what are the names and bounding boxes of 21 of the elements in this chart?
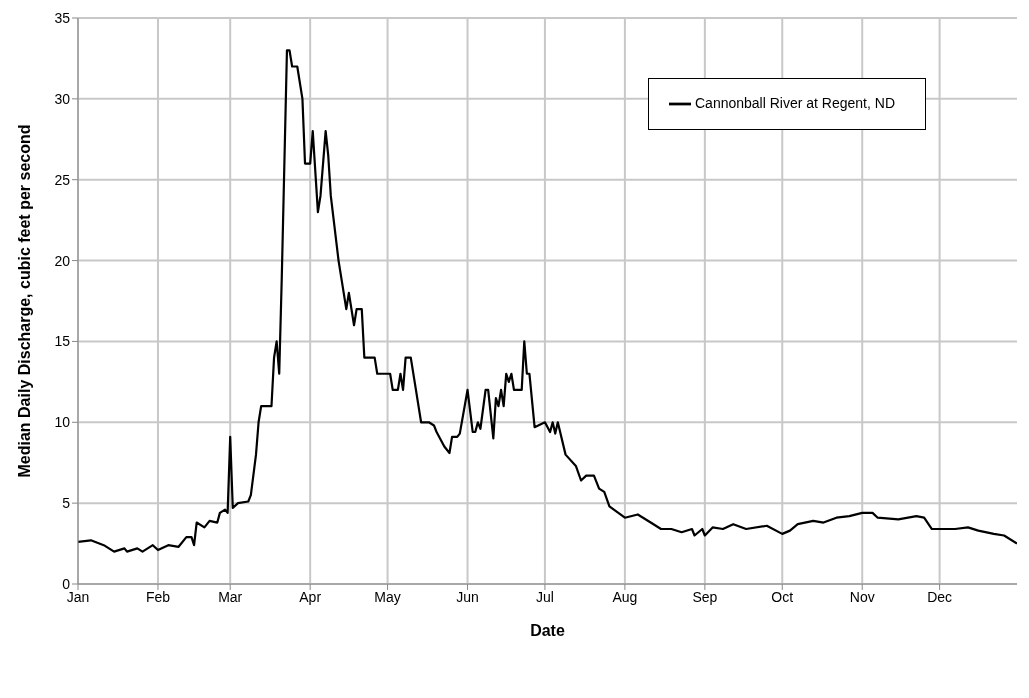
x-tick-label: Jun: [456, 588, 479, 605]
x-tick-label: Feb: [145, 588, 171, 605]
y-tick-label: 35: [54, 9, 71, 26]
x-tick-label: Apr: [299, 588, 322, 605]
x-tick-label: Jul: [535, 588, 554, 605]
x-axis-title: Date: [530, 622, 565, 639]
y-tick-label: 25: [54, 171, 71, 188]
y-tick-label: 10: [54, 414, 71, 431]
y-tick-label: 30: [54, 90, 71, 107]
y-tick-label: 15: [54, 333, 71, 350]
x-tick-label: Mar: [218, 588, 243, 605]
y-axis-title: Median Daily Discharge, cubic feet per second: [15, 124, 33, 478]
x-tick-label: Dec: [927, 588, 953, 605]
x-tick-label: Nov: [849, 588, 875, 605]
y-tick-label: 5: [62, 495, 71, 512]
x-tick-label: Oct: [771, 588, 794, 605]
x-tick-label: Aug: [612, 588, 638, 605]
x-tick-label: Sep: [692, 588, 718, 605]
x-tick-label: May: [374, 588, 401, 605]
y-tick-label: 20: [54, 252, 71, 269]
legend-label: Cannonball River at Regent, ND: [695, 94, 895, 111]
